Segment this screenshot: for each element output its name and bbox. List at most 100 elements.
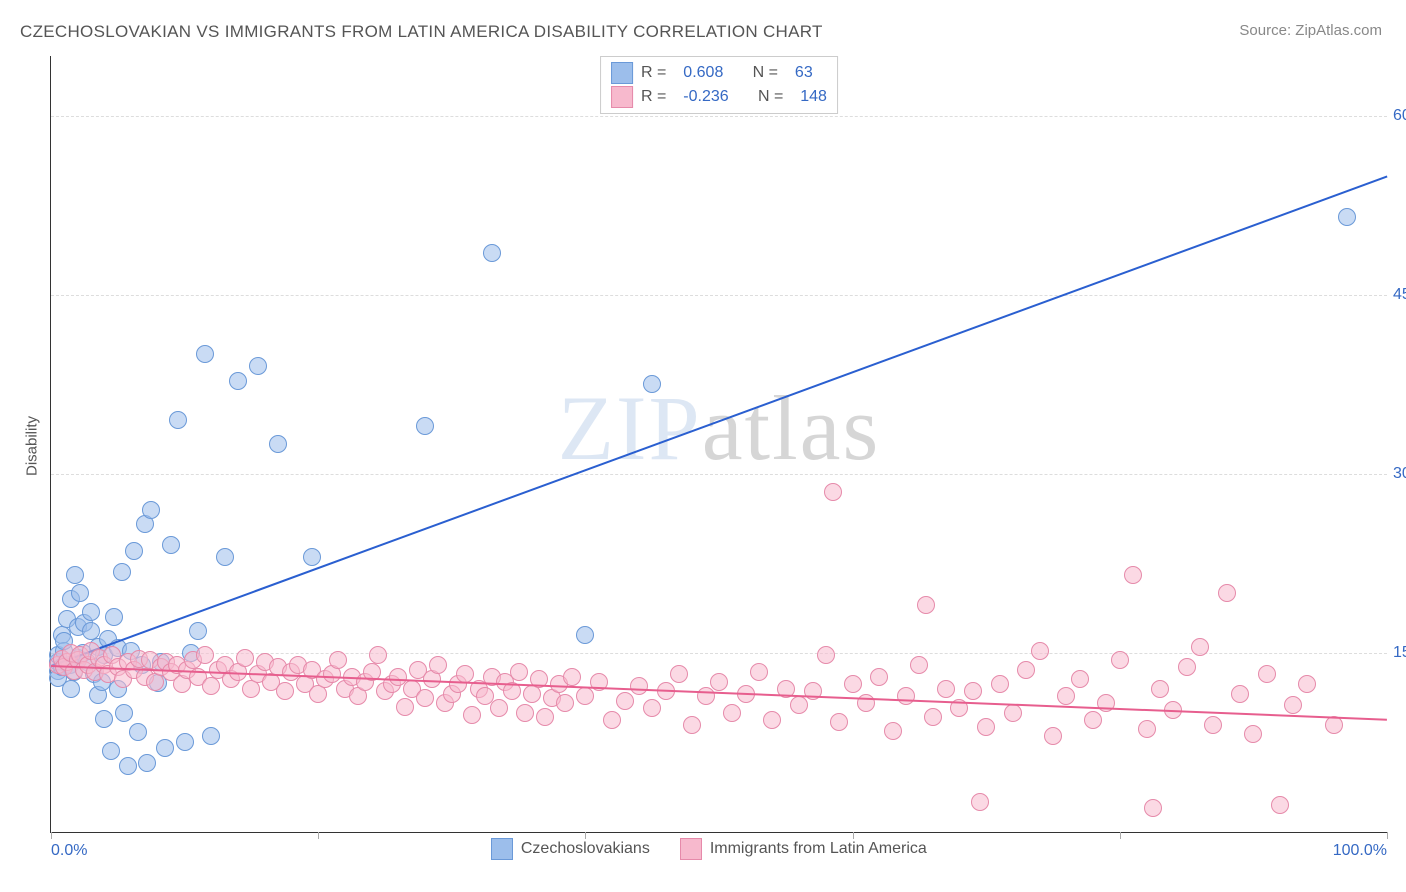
stats-legend-row: R = 0.608 N = 63 bbox=[611, 61, 827, 85]
data-point bbox=[870, 668, 888, 686]
data-point bbox=[1071, 670, 1089, 688]
legend-label: Immigrants from Latin America bbox=[710, 840, 927, 858]
data-point bbox=[129, 723, 147, 741]
data-point bbox=[697, 687, 715, 705]
data-point bbox=[844, 675, 862, 693]
legend-item: Immigrants from Latin America bbox=[680, 838, 927, 860]
data-point bbox=[196, 646, 214, 664]
data-point bbox=[1111, 651, 1129, 669]
data-point bbox=[202, 727, 220, 745]
data-point bbox=[897, 687, 915, 705]
y-tick-label: 30.0% bbox=[1393, 465, 1406, 483]
data-point bbox=[971, 793, 989, 811]
stat-r-label: R = bbox=[641, 61, 671, 85]
data-point bbox=[991, 675, 1009, 693]
data-point bbox=[119, 757, 137, 775]
data-point bbox=[817, 646, 835, 664]
y-axis-label: Disability bbox=[24, 416, 41, 476]
legend-swatch bbox=[611, 62, 633, 84]
data-point bbox=[66, 566, 84, 584]
data-point bbox=[269, 435, 287, 453]
stat-r-value: -0.236 bbox=[679, 85, 729, 109]
data-point bbox=[1298, 675, 1316, 693]
data-point bbox=[416, 689, 434, 707]
data-point bbox=[125, 542, 143, 560]
data-point bbox=[303, 548, 321, 566]
gridline bbox=[51, 116, 1387, 117]
data-point bbox=[1244, 725, 1262, 743]
data-point bbox=[1044, 727, 1062, 745]
data-point bbox=[763, 711, 781, 729]
data-point bbox=[162, 536, 180, 554]
data-point bbox=[830, 713, 848, 731]
chart-title: CZECHOSLOVAKIAN VS IMMIGRANTS FROM LATIN… bbox=[20, 22, 823, 42]
data-point bbox=[516, 704, 534, 722]
data-point bbox=[102, 742, 120, 760]
data-point bbox=[483, 244, 501, 262]
data-point bbox=[1284, 696, 1302, 714]
data-point bbox=[1124, 566, 1142, 584]
stat-n-value: 63 bbox=[790, 61, 812, 85]
scatter-plot: ZIPatlas 15.0%30.0%45.0%60.0%0.0%100.0%R… bbox=[50, 56, 1387, 833]
legend-swatch bbox=[491, 838, 513, 860]
watermark: ZIPatlas bbox=[558, 375, 881, 481]
data-point bbox=[1178, 658, 1196, 676]
data-point bbox=[1271, 796, 1289, 814]
data-point bbox=[1151, 680, 1169, 698]
data-point bbox=[156, 739, 174, 757]
data-point bbox=[1144, 799, 1162, 817]
source-attribution: Source: ZipAtlas.com bbox=[1239, 22, 1382, 39]
data-point bbox=[169, 411, 187, 429]
data-point bbox=[416, 417, 434, 435]
data-point bbox=[977, 718, 995, 736]
data-point bbox=[115, 704, 133, 722]
data-point bbox=[105, 608, 123, 626]
data-point bbox=[1057, 687, 1075, 705]
data-point bbox=[1004, 704, 1022, 722]
x-tick-mark bbox=[1387, 832, 1388, 839]
data-point bbox=[1084, 711, 1102, 729]
data-point bbox=[71, 584, 89, 602]
data-point bbox=[202, 677, 220, 695]
data-point bbox=[616, 692, 634, 710]
series-legend: Czechoslovakians Immigrants from Latin Am… bbox=[491, 838, 927, 860]
trend-line bbox=[51, 175, 1388, 666]
data-point bbox=[189, 622, 207, 640]
data-point bbox=[603, 711, 621, 729]
data-point bbox=[576, 626, 594, 644]
data-point bbox=[463, 706, 481, 724]
watermark-zip: ZIP bbox=[558, 377, 702, 479]
legend-label: Czechoslovakians bbox=[521, 840, 650, 858]
y-tick-label: 60.0% bbox=[1393, 107, 1406, 125]
data-point bbox=[1031, 642, 1049, 660]
data-point bbox=[1017, 661, 1035, 679]
gridline bbox=[51, 474, 1387, 475]
y-tick-label: 45.0% bbox=[1393, 286, 1406, 304]
stat-r-value: 0.608 bbox=[679, 61, 723, 85]
data-point bbox=[429, 656, 447, 674]
x-tick-mark bbox=[318, 832, 319, 839]
stat-r-label: R = bbox=[641, 85, 671, 109]
data-point bbox=[910, 656, 928, 674]
stat-n-label: N = bbox=[758, 85, 788, 109]
legend-swatch bbox=[611, 86, 633, 108]
data-point bbox=[1204, 716, 1222, 734]
data-point bbox=[670, 665, 688, 683]
stats-legend-box: R = 0.608 N = 63R = -0.236 N = 148 bbox=[600, 56, 838, 114]
x-tick-mark bbox=[1120, 832, 1121, 839]
data-point bbox=[216, 548, 234, 566]
data-point bbox=[82, 603, 100, 621]
x-tick-label: 0.0% bbox=[51, 842, 87, 860]
data-point bbox=[276, 682, 294, 700]
x-tick-mark bbox=[51, 832, 52, 839]
data-point bbox=[556, 694, 574, 712]
data-point bbox=[490, 699, 508, 717]
data-point bbox=[536, 708, 554, 726]
data-point bbox=[683, 716, 701, 734]
legend-swatch bbox=[680, 838, 702, 860]
data-point bbox=[329, 651, 347, 669]
data-point bbox=[142, 501, 160, 519]
data-point bbox=[369, 646, 387, 664]
data-point bbox=[95, 710, 113, 728]
data-point bbox=[1138, 720, 1156, 738]
